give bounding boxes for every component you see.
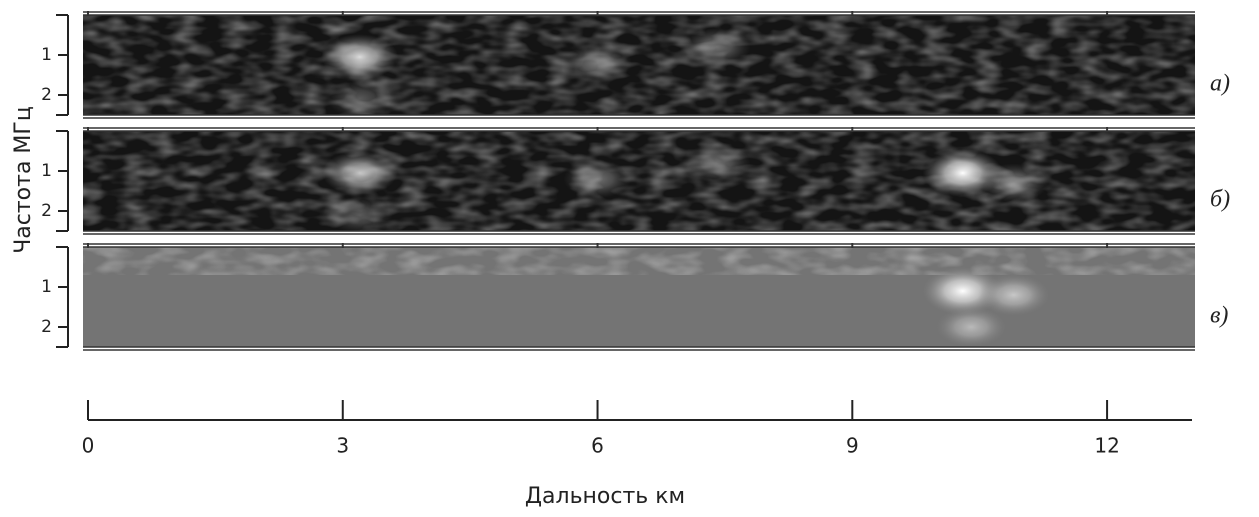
heatmap-spot — [682, 27, 751, 67]
heatmap-texture — [83, 247, 1195, 275]
heatmap-spot — [326, 196, 393, 234]
x-tick-label: 3 — [336, 434, 349, 458]
heatmap-spot — [936, 307, 1007, 347]
panel-label: а) — [1210, 71, 1230, 97]
x-tick-label: 0 — [82, 434, 95, 458]
panel-label: б) — [1210, 187, 1230, 213]
x-tick-label: 12 — [1094, 434, 1119, 458]
heatmap-spot — [979, 163, 1049, 203]
heatmap-spot — [977, 274, 1050, 316]
heatmap-spot — [322, 151, 398, 195]
x-tick-label: 6 — [591, 434, 604, 458]
x-axis-title: Дальность км — [525, 484, 685, 509]
y-tick-label: 1 — [41, 45, 52, 65]
y-axis-title: Частота МГц — [11, 106, 36, 254]
y-tick-label: 2 — [41, 85, 52, 105]
heatmap-spot — [563, 43, 633, 83]
y-tick-label: 2 — [41, 317, 52, 337]
heatmap-spot — [682, 143, 751, 183]
heatmap-spot — [326, 80, 393, 118]
heatmap-texture — [83, 15, 1195, 115]
heatmap-spot — [321, 34, 399, 80]
x-tick-label: 9 — [846, 434, 859, 458]
heatmap-spot — [563, 159, 632, 199]
y-tick-label: 1 — [41, 277, 52, 297]
panel-label: в) — [1210, 303, 1228, 329]
y-tick-label: 2 — [41, 201, 52, 221]
y-tick-label: 1 — [41, 161, 52, 181]
